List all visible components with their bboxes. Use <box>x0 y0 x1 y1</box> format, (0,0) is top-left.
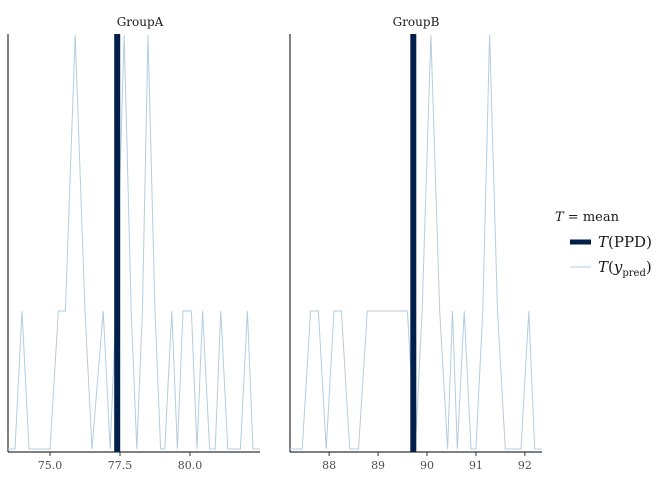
x-tick-label: 91 <box>469 459 483 472</box>
facet-groupa: GroupA 75.0 77.5 80.0 <box>7 15 260 472</box>
x-tick-label: 90 <box>420 459 434 472</box>
x-tick-label: 77.5 <box>108 459 133 472</box>
x-tick-label: 80.0 <box>178 459 203 472</box>
x-ticks-groupb: 88 89 90 91 92 <box>322 452 532 472</box>
x-tick-label: 92 <box>518 459 532 472</box>
series-yrep-groupa <box>8 34 260 450</box>
legend-label-yrep: T(ypred) <box>598 258 652 279</box>
facet-title-groupa: GroupA <box>117 15 164 29</box>
legend: T = mean T(PPD) T(ypred) <box>555 210 652 279</box>
x-tick-label: 89 <box>371 459 385 472</box>
series-yrep-groupb <box>290 34 542 450</box>
yrep-line-groupb <box>290 34 542 450</box>
x-ticks-groupa: 75.0 77.5 80.0 <box>38 452 203 472</box>
facet-groupb: GroupB 88 89 90 91 92 <box>289 15 542 472</box>
yrep-line-groupa <box>8 34 260 450</box>
facet-title-groupb: GroupB <box>393 15 440 29</box>
legend-title: T = mean <box>555 210 620 225</box>
legend-label-ppd: T(PPD) <box>598 233 652 251</box>
x-tick-label: 75.0 <box>38 459 63 472</box>
x-tick-label: 88 <box>322 459 336 472</box>
